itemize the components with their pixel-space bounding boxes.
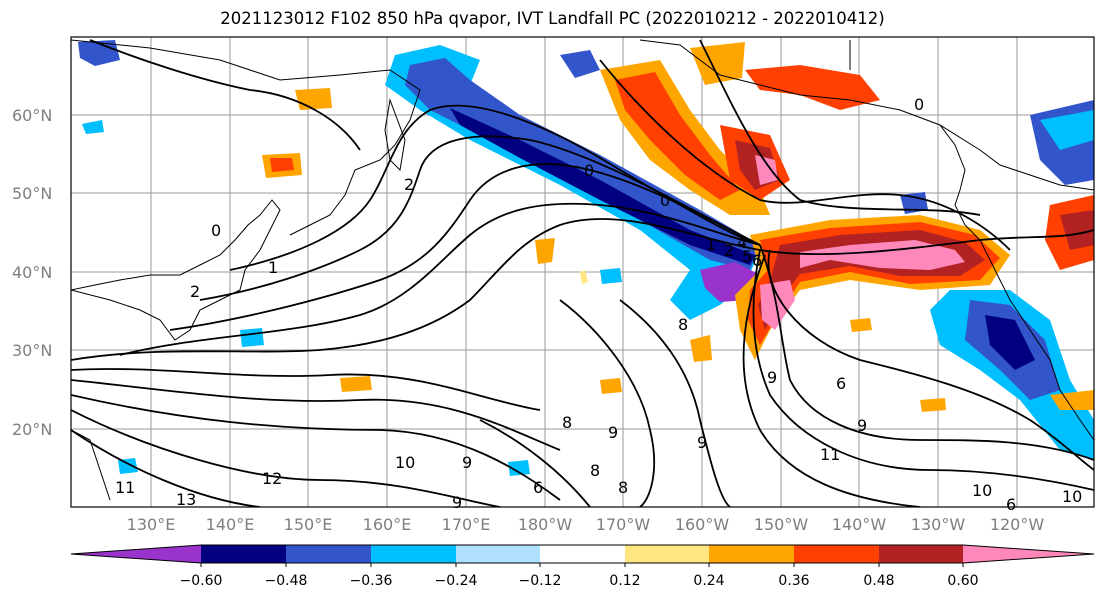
colorbar-segment [371, 545, 456, 563]
contour-label: 11 [115, 478, 135, 497]
lon-label: 140°E [206, 515, 255, 534]
colorbar-tick-label: 0.36 [778, 573, 809, 589]
lon-label: 120°W [990, 515, 1045, 534]
colorbar-segment [709, 545, 794, 563]
lon-label: 150°E [284, 515, 333, 534]
colorbar-segment [201, 545, 286, 563]
coastlines [71, 39, 1094, 501]
contour-label: 2 [404, 175, 414, 194]
contour-label: 10 [395, 453, 415, 472]
colorbar-tick-label: −0.48 [265, 573, 308, 589]
colorbar-segment [71, 545, 201, 563]
lon-label: 180°W [518, 515, 573, 534]
contour-label: 6 [836, 374, 846, 393]
colorbar [70, 544, 1095, 567]
lon-label: 160°W [675, 515, 730, 534]
contour-label: 12 [262, 469, 282, 488]
lon-label: 160°E [363, 515, 412, 534]
contour-label: 9 [452, 493, 462, 512]
colorbar-tick-label: 0.60 [947, 573, 978, 589]
colorbar-tick-label: −0.12 [519, 573, 562, 589]
lat-label-20n: 20°N [12, 420, 52, 439]
colorbar-segment [286, 545, 371, 563]
contour-label: 11 [820, 445, 840, 464]
colorbar-tick-label: −0.60 [180, 573, 223, 589]
lat-label-40n: 40°N [12, 263, 52, 282]
contour-label: 4 [737, 233, 747, 252]
contour-label: 8 [678, 315, 688, 334]
lat-label-60n: 60°N [12, 106, 52, 125]
colorbar-segment [963, 545, 1094, 563]
contour-label: 9 [608, 423, 618, 442]
lon-label: 150°W [754, 515, 809, 534]
lon-label: 140°W [832, 515, 887, 534]
contour-label: 8 [590, 461, 600, 480]
ivt-contours [71, 39, 1094, 507]
map-frame [70, 36, 1095, 508]
contour-label: 10 [972, 481, 992, 500]
colorbar-tick-label: 0.48 [863, 573, 894, 589]
colorbar-tick-label: −0.36 [350, 573, 393, 589]
contour-label: 5 [742, 247, 752, 266]
contour-label: 9 [462, 453, 472, 472]
colorbar-segment [540, 545, 625, 563]
contour-label: 8 [618, 478, 628, 497]
lon-label: 170°E [442, 515, 491, 534]
colorbar-tick-label: −0.24 [435, 573, 478, 589]
lon-label: 130°E [127, 515, 176, 534]
lat-label-50n: 50°N [12, 184, 52, 203]
map-title: 2021123012 F102 850 hPa qvapor, IVT Land… [220, 9, 885, 28]
contour-label: 13 [176, 490, 196, 509]
contour-label: 2 [724, 241, 734, 260]
contour-label: 1 [268, 258, 278, 277]
contour-label: 0 [660, 191, 670, 210]
contour-labels: 2 1 2 0 0 0 1 2 4 5 6 8 6 9 9 8 8 8 9 9 … [115, 95, 1082, 514]
contour-label: 0 [584, 161, 594, 180]
colorbar-tick-label: 0.24 [693, 573, 724, 589]
latitude-labels: 20°N 30°N 40°N 50°N 60°N [12, 106, 52, 439]
contour-label: 6 [1006, 495, 1016, 514]
colorbar-segment [879, 545, 963, 563]
contour-label: 6 [533, 478, 543, 497]
colorbar-tick-label: 0.12 [609, 573, 640, 589]
colorbar-segment [625, 545, 709, 563]
contour-label: 9 [697, 433, 707, 452]
colorbar-segment [794, 545, 879, 563]
contour-label: 9 [767, 368, 777, 387]
contour-label: 1 [706, 235, 716, 254]
lat-label-30n: 30°N [12, 341, 52, 360]
contour-label: 6 [752, 251, 762, 270]
contour-label: 2 [190, 282, 200, 301]
lon-label: 130°W [911, 515, 966, 534]
lon-label: 170°W [596, 515, 651, 534]
contour-label: 10 [1062, 487, 1082, 506]
colorbar-ticks: −0.60 −0.48 −0.36 −0.24 −0.12 0.12 0.24 … [180, 573, 979, 589]
longitude-labels: 130°E 140°E 150°E 160°E 170°E 180°W 170°… [127, 515, 1045, 534]
contour-label: 8 [562, 413, 572, 432]
contour-label: 9 [857, 416, 867, 435]
contour-label: 0 [914, 95, 924, 114]
colorbar-segment [456, 545, 540, 563]
contour-label: 0 [211, 221, 221, 240]
